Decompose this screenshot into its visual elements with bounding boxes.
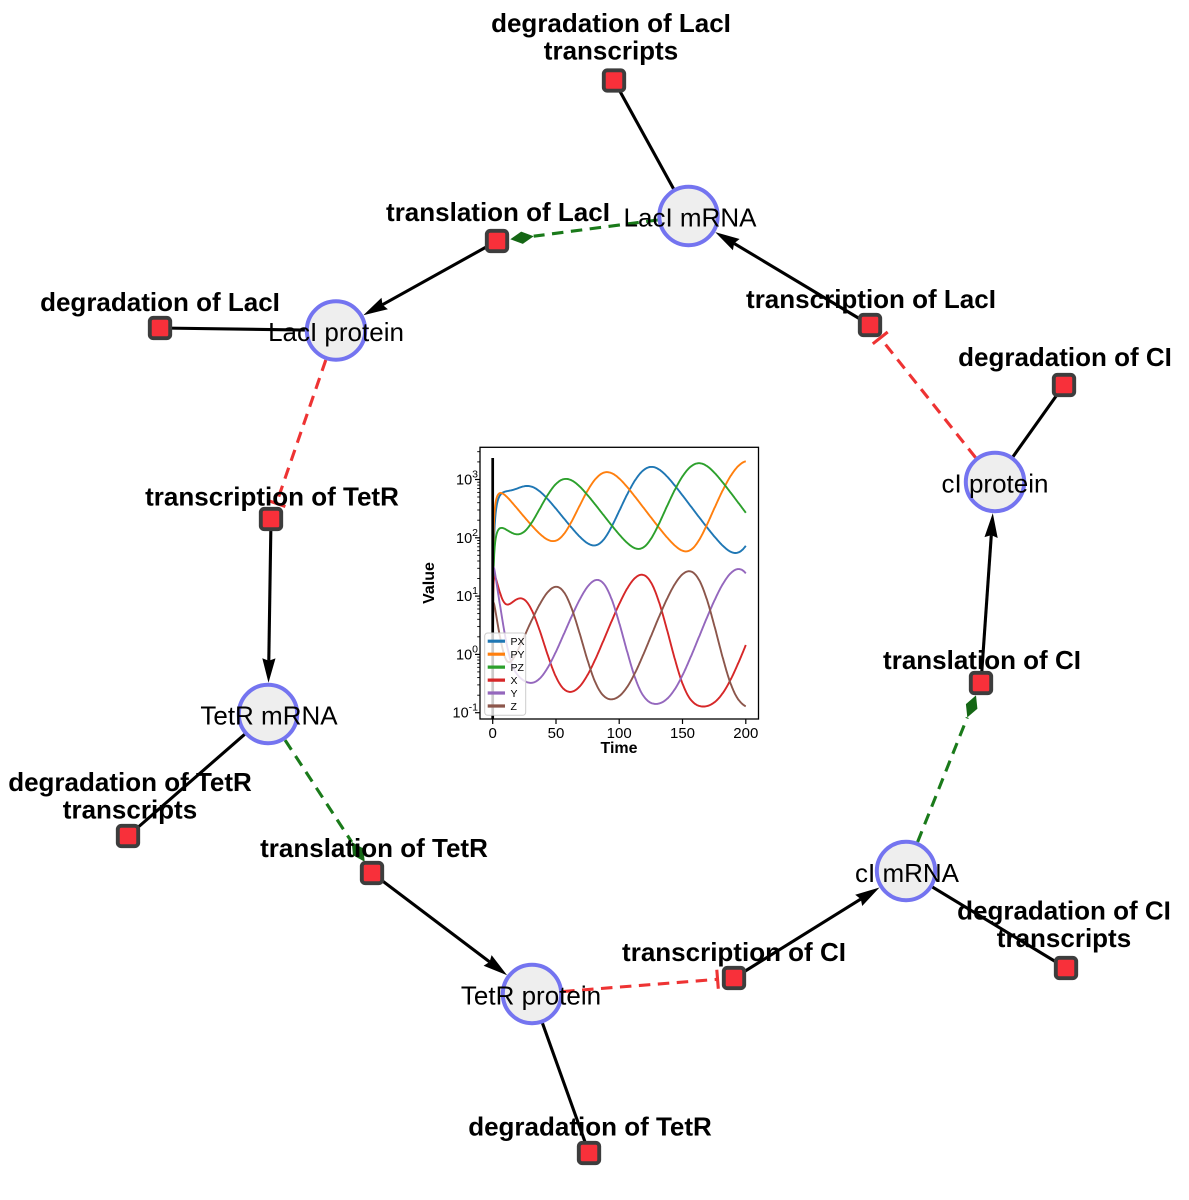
svg-text:degradation of TetR: degradation of TetR	[8, 767, 252, 797]
svg-text:10-1: 10-1	[453, 702, 479, 722]
svg-text:translation of TetR: translation of TetR	[260, 833, 488, 863]
svg-text:TetR protein: TetR protein	[461, 981, 601, 1011]
svg-text:Value: Value	[421, 562, 438, 604]
svg-text:transcripts: transcripts	[544, 36, 678, 66]
svg-text:transcription of TetR: transcription of TetR	[145, 482, 399, 512]
svg-text:Y: Y	[511, 688, 518, 700]
svg-text:LacI mRNA: LacI mRNA	[624, 203, 758, 233]
svg-text:PY: PY	[511, 649, 525, 661]
svg-text:100: 100	[456, 643, 478, 663]
svg-text:transcripts: transcripts	[997, 923, 1131, 953]
svg-text:50: 50	[548, 725, 565, 742]
svg-text:degradation of CI: degradation of CI	[958, 342, 1172, 372]
svg-text:200: 200	[733, 725, 758, 742]
svg-text:150: 150	[670, 725, 695, 742]
svg-text:degradation of CI: degradation of CI	[957, 896, 1171, 926]
svg-text:101: 101	[456, 585, 478, 605]
svg-text:103: 103	[456, 469, 478, 489]
svg-text:transcription of CI: transcription of CI	[622, 937, 846, 967]
svg-text:translation of LacI: translation of LacI	[386, 197, 610, 227]
svg-text:translation of CI: translation of CI	[883, 645, 1081, 675]
svg-text:degradation of LacI: degradation of LacI	[40, 287, 280, 317]
svg-text:102: 102	[456, 527, 478, 547]
svg-text:LacI protein: LacI protein	[268, 317, 404, 347]
svg-text:Z: Z	[511, 701, 518, 713]
svg-text:transcription of LacI: transcription of LacI	[746, 284, 996, 314]
svg-text:cI mRNA: cI mRNA	[855, 858, 960, 888]
svg-text:degradation of LacI: degradation of LacI	[491, 8, 731, 38]
svg-text:X: X	[511, 675, 518, 687]
svg-text:100: 100	[607, 725, 632, 742]
svg-text:TetR mRNA: TetR mRNA	[200, 701, 338, 731]
svg-text:degradation of TetR: degradation of TetR	[468, 1112, 712, 1142]
svg-text:transcripts: transcripts	[63, 795, 197, 825]
svg-text:PZ: PZ	[511, 662, 525, 674]
svg-text:Time: Time	[600, 740, 637, 757]
svg-text:0: 0	[489, 725, 497, 742]
svg-text:PX: PX	[511, 636, 525, 648]
svg-text:cI protein: cI protein	[942, 469, 1049, 499]
